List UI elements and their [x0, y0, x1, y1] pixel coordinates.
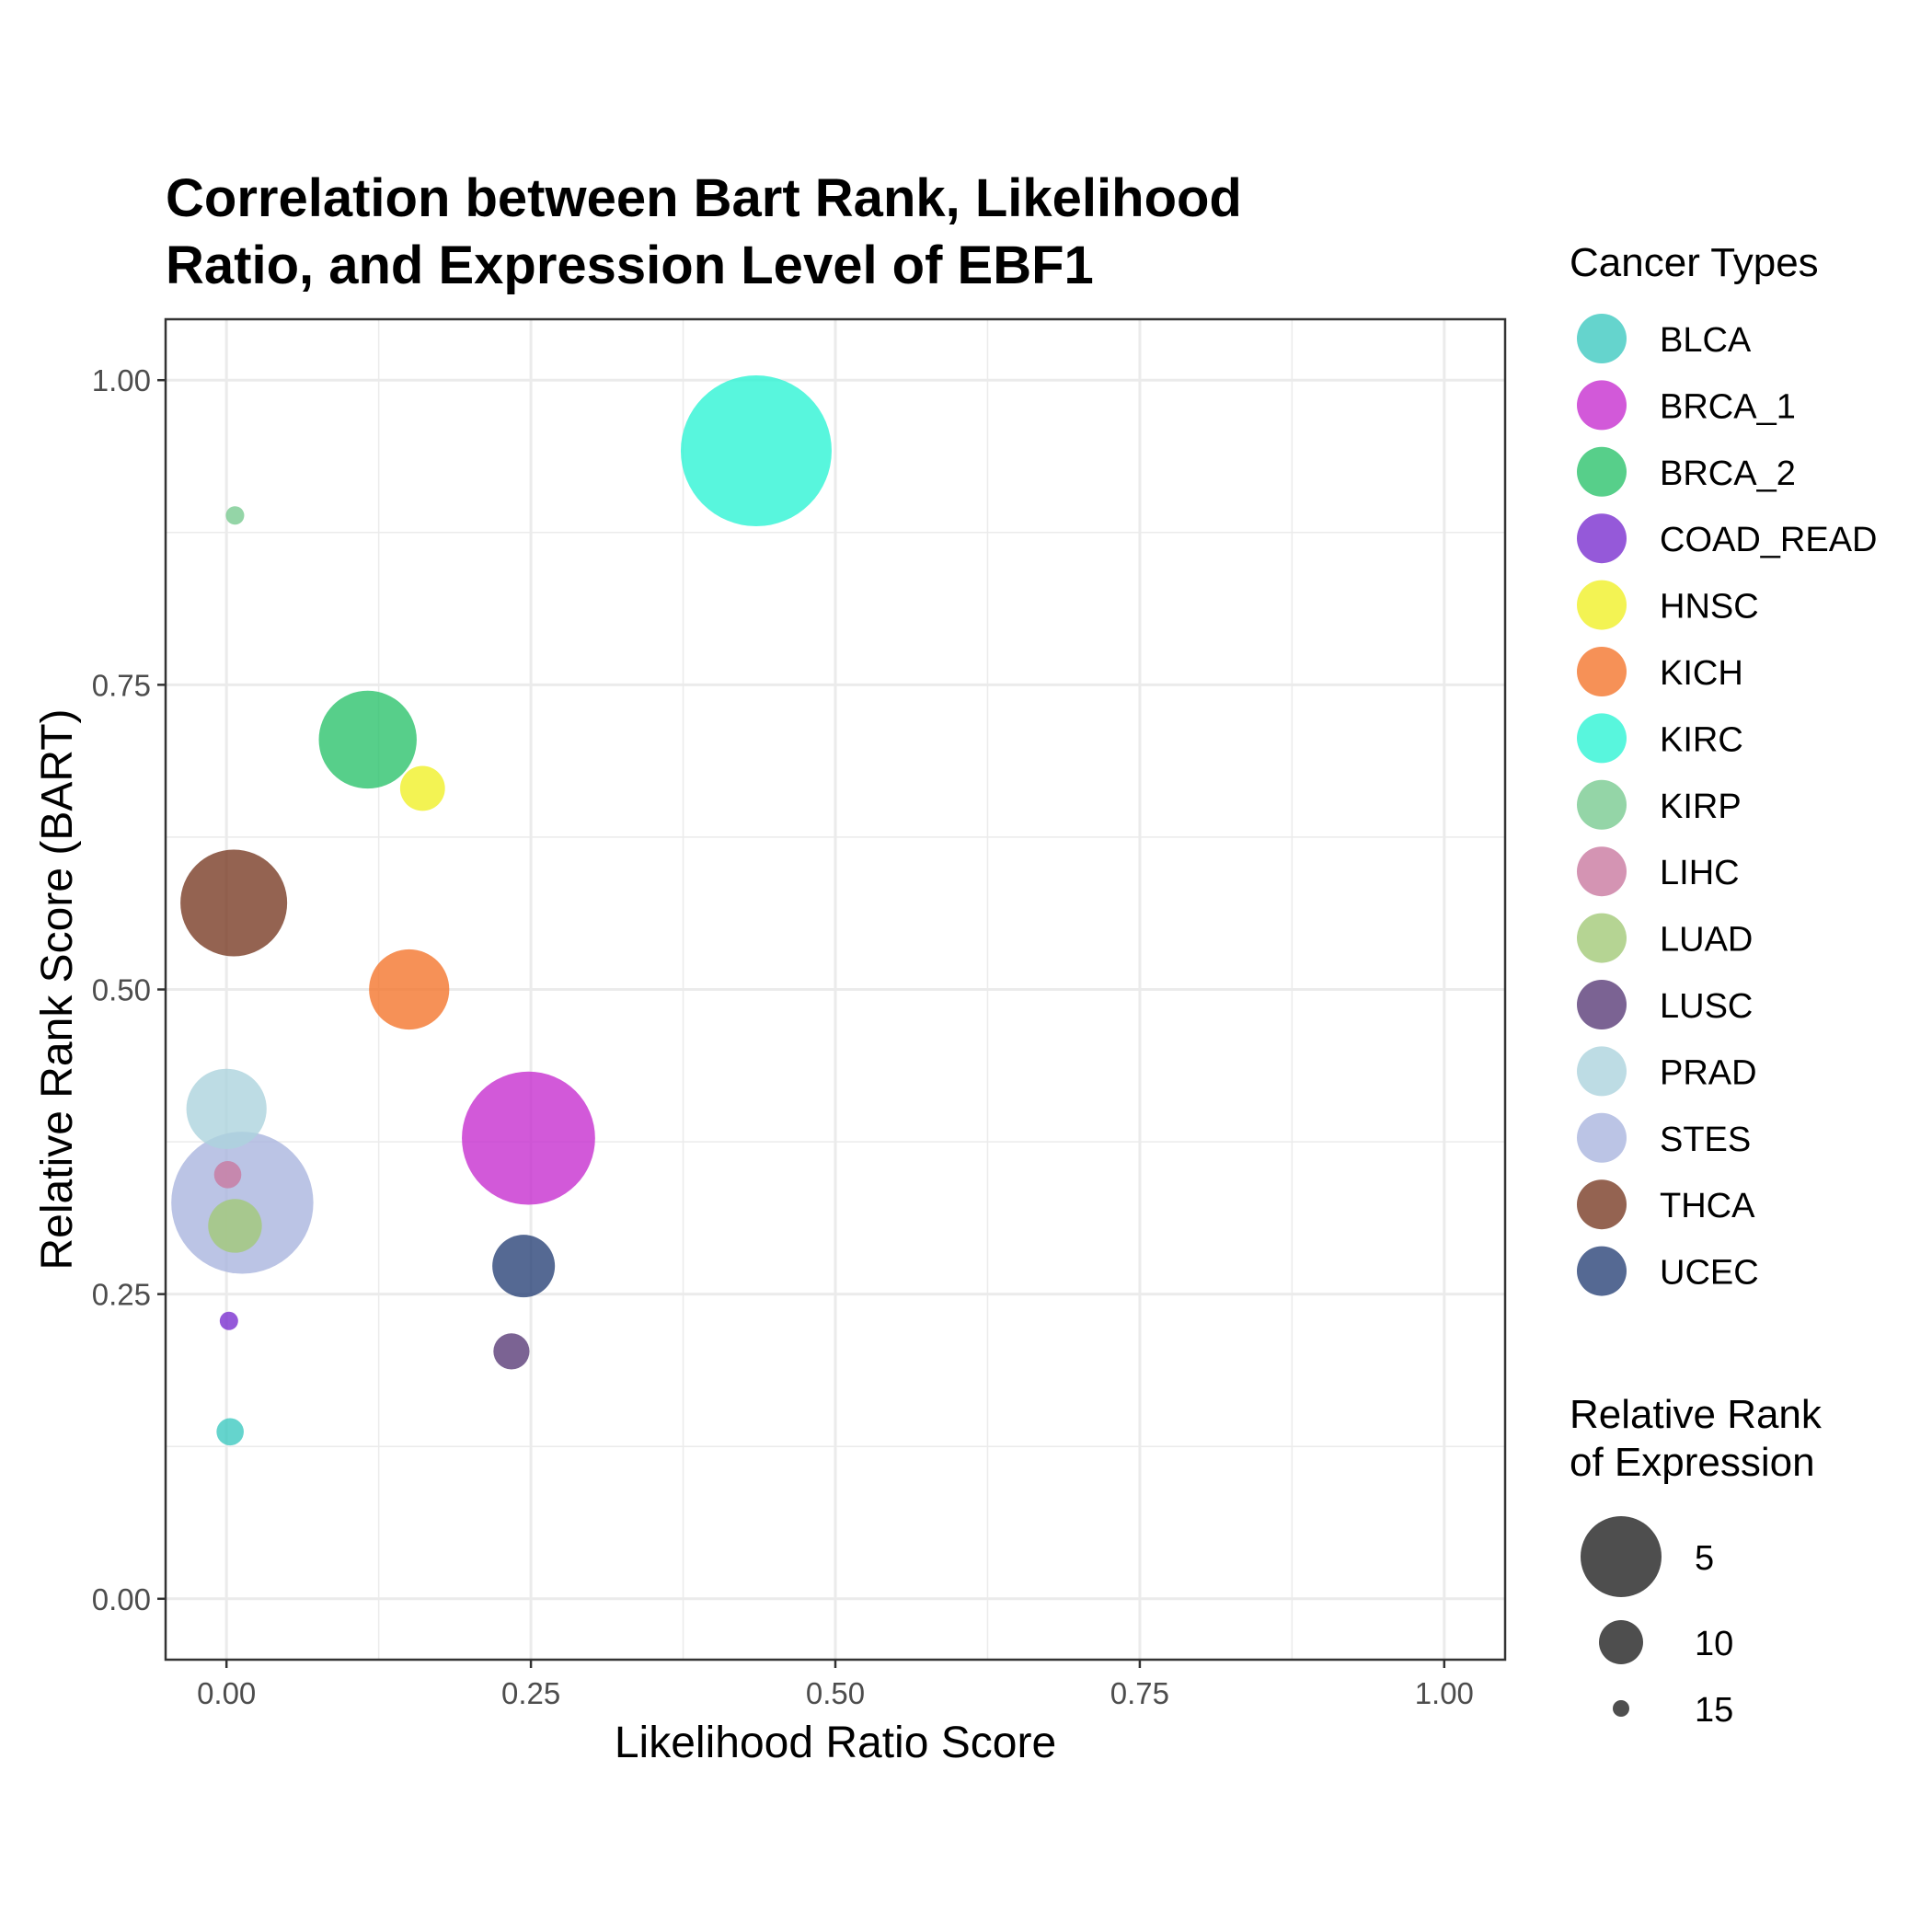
point-brca-1: [462, 1071, 595, 1205]
legend-label-coad-read: COAD_READ: [1660, 521, 1878, 559]
x-tick-label: 1.00: [1415, 1676, 1474, 1710]
y-tick-label: 0.50: [92, 973, 151, 1007]
legend-label-hnsc: HNSC: [1660, 588, 1759, 627]
size-legend-label: 10: [1695, 1625, 1733, 1663]
x-tick-label: 0.50: [806, 1676, 865, 1710]
y-tick-label: 0.25: [92, 1278, 151, 1312]
legend-key-brca-2: [1577, 446, 1627, 497]
size-legend-key: [1613, 1700, 1629, 1717]
legend-label-luad: LUAD: [1660, 921, 1753, 960]
legend-label-prad: PRAD: [1660, 1053, 1757, 1092]
legend-label-kirp: KIRP: [1660, 788, 1742, 826]
point-lihc: [213, 1161, 242, 1189]
y-tick-label: 1.00: [92, 363, 151, 397]
legend-key-ucec: [1577, 1246, 1627, 1296]
legend-label-lusc: LUSC: [1660, 987, 1753, 1026]
color-legend: Cancer Types BLCA BRCA_1 BRCA_2 COAD_READ HN…: [1570, 240, 1878, 1296]
size-legend-label: 5: [1695, 1539, 1714, 1578]
plot-points: [171, 375, 832, 1446]
point-brca-2: [318, 690, 417, 789]
size-legend-key: [1599, 1620, 1643, 1664]
chart-title-line-2: Ratio, and Expression Level of EBF1: [166, 236, 1094, 295]
legend-key-stes: [1577, 1112, 1627, 1163]
point-thca: [180, 849, 288, 957]
y-tick-label: 0.75: [92, 668, 151, 702]
x-tick-label: 0.75: [1110, 1676, 1169, 1710]
point-hnsc: [399, 765, 445, 811]
legend-label-thca: THCA: [1660, 1187, 1755, 1225]
legend-label-lihc: LIHC: [1660, 854, 1740, 892]
size-legend-label: 15: [1695, 1691, 1733, 1730]
legend-label-kirc: KIRC: [1660, 720, 1743, 759]
legend-label-blca: BLCA: [1660, 321, 1752, 360]
point-kirp: [225, 506, 245, 525]
point-ucec: [492, 1235, 556, 1298]
point-luad: [208, 1199, 262, 1253]
legend-key-kirp: [1577, 779, 1627, 830]
point-lusc: [493, 1333, 530, 1370]
chart-title: Correlation between Bart Rank, Likelihoo…: [166, 168, 1242, 295]
size-legend-key: [1581, 1516, 1662, 1597]
size-legend-title-line-1: Relative Rank: [1570, 1392, 1823, 1437]
legend-label-stes: STES: [1660, 1121, 1751, 1159]
color-legend-title: Cancer Types: [1570, 240, 1819, 285]
x-tick-label: 0.00: [197, 1676, 256, 1710]
legend-key-blca: [1577, 314, 1627, 363]
x-tick-label: 0.25: [501, 1676, 560, 1710]
plot-grid: [166, 319, 1505, 1660]
y-tick-label: 0.00: [92, 1582, 151, 1616]
point-kich: [369, 949, 450, 1030]
legend-label-ucec: UCEC: [1660, 1254, 1759, 1293]
legend-key-prad: [1577, 1046, 1627, 1097]
legend-key-kich: [1577, 647, 1627, 696]
point-blca: [216, 1418, 244, 1446]
legend-key-lusc: [1577, 980, 1627, 1029]
legend-label-brca-1: BRCA_1: [1660, 387, 1796, 426]
size-legend-title-line-2: of Expression: [1570, 1440, 1815, 1485]
legend-key-kirc: [1577, 713, 1627, 764]
y-axis-ticks: 0.00 0.25 0.50 0.75 1.00: [92, 363, 166, 1616]
point-kirc: [680, 375, 832, 527]
x-axis-ticks: 0.00 0.25 0.50 0.75 1.00: [197, 1660, 1474, 1710]
size-legend: Relative Rank of Expression 5 10 15: [1570, 1392, 1823, 1730]
point-prad: [186, 1068, 267, 1149]
legend-key-hnsc: [1577, 580, 1627, 630]
legend-key-lihc: [1577, 846, 1627, 897]
point-coad-read: [219, 1311, 238, 1330]
legend-key-brca-1: [1577, 380, 1627, 431]
legend-label-brca-2: BRCA_2: [1660, 454, 1796, 493]
legend-label-kich: KICH: [1660, 654, 1743, 693]
legend-key-luad: [1577, 913, 1627, 963]
legend-key-coad-read: [1577, 513, 1627, 564]
y-axis-title: Relative Rank Score (BART): [33, 709, 82, 1271]
chart-title-line-1: Correlation between Bart Rank, Likelihoo…: [166, 168, 1242, 228]
x-axis-title: Likelihood Ratio Score: [615, 1719, 1056, 1767]
legend-key-thca: [1577, 1179, 1627, 1230]
